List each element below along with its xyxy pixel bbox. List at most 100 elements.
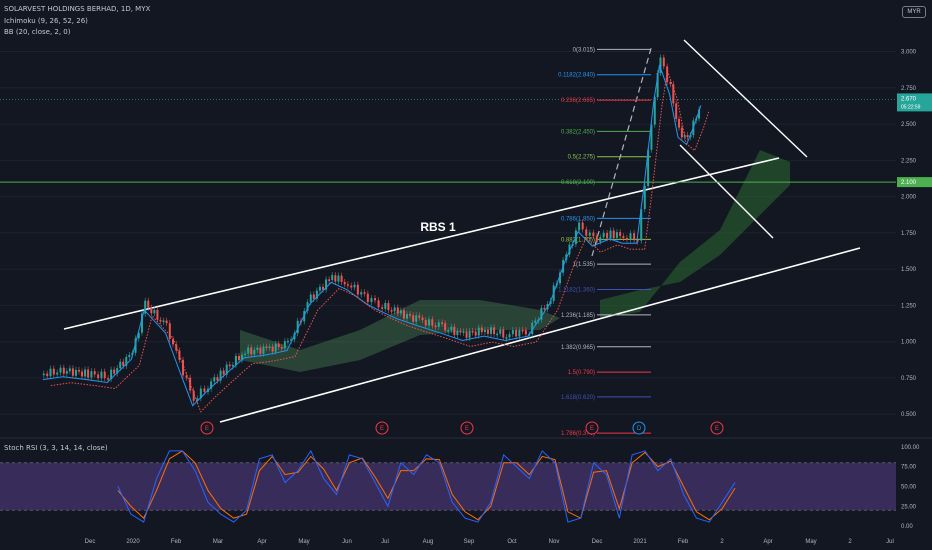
- candle-body: [659, 57, 662, 74]
- fib-level-label: 0.5(2.275): [568, 155, 595, 161]
- candle-body: [456, 330, 459, 336]
- earnings-marker-label: E: [380, 426, 384, 432]
- candle-body: [97, 374, 100, 379]
- candle-body: [402, 310, 405, 319]
- candle-body: [650, 124, 653, 150]
- candle-body: [428, 319, 431, 326]
- candle-body: [162, 320, 165, 323]
- candle-body: [346, 284, 349, 286]
- candle-body: [172, 339, 175, 345]
- time-axis-tick: Apr: [257, 539, 266, 545]
- candle-body: [585, 229, 588, 236]
- candle-body: [165, 320, 168, 324]
- price-axis-tick: 1.500: [901, 267, 917, 273]
- stoch-axis-tick: 75.00: [901, 465, 917, 471]
- candle-body: [256, 347, 259, 350]
- candle-body: [578, 222, 581, 231]
- wedge-upper-line: [683, 39, 808, 158]
- stoch-axis-tick: 100.00: [901, 445, 920, 451]
- candle-body: [588, 232, 591, 236]
- candle-body: [477, 327, 480, 336]
- candle-body: [107, 378, 110, 380]
- bollinger-legend[interactable]: BB (20, close, 2, 0): [4, 28, 71, 36]
- level-value: 2.100: [901, 180, 917, 186]
- candle-body: [280, 347, 283, 349]
- candle-body: [377, 300, 380, 308]
- wedge-lower-line: [679, 144, 774, 239]
- candle-body: [450, 326, 453, 331]
- candle-body: [609, 230, 612, 239]
- candle-body: [203, 388, 206, 392]
- candle-body: [247, 347, 250, 354]
- candle-body: [531, 322, 534, 335]
- time-axis-tick: Oct: [507, 539, 517, 545]
- candle-body: [150, 307, 153, 314]
- time-axis-tick: Dec: [85, 539, 96, 545]
- price-axis-tick: 1.250: [901, 303, 917, 309]
- earnings-marker: [200, 421, 214, 435]
- candle-body: [65, 371, 68, 374]
- candle-body: [653, 96, 656, 125]
- ichimoku-legend[interactable]: Ichimoku (9, 26, 52, 26): [4, 17, 88, 25]
- fib-level-label: 0.882(1.705): [561, 237, 595, 243]
- candle-body: [137, 332, 140, 339]
- candle-body: [599, 237, 602, 242]
- base-line: [50, 70, 710, 413]
- time-axis-tick: 2021: [633, 539, 647, 545]
- candle-body: [74, 369, 77, 376]
- candle-body: [90, 371, 93, 378]
- conversion-line: [42, 64, 702, 407]
- fib-level-label: 1(1.535): [573, 262, 595, 268]
- candle-body: [244, 353, 247, 356]
- time-axis-tick: Aug: [423, 539, 434, 545]
- candle-body: [213, 377, 216, 382]
- symbol-title: SOLARVEST HOLDINGS BERHAD, 1D, MYX: [4, 5, 151, 13]
- current-price-badge: [897, 93, 932, 112]
- stoch-band: [0, 462, 896, 511]
- candle-body: [116, 368, 119, 374]
- stoch-axis-tick: 50.00: [901, 485, 917, 491]
- channel-label: RBS 1: [420, 220, 456, 234]
- candle-body: [534, 320, 537, 323]
- candle-body: [406, 314, 409, 319]
- candle-body: [337, 275, 340, 282]
- candle-body: [100, 371, 103, 379]
- candle-body: [321, 286, 324, 290]
- candle-body: [237, 355, 240, 361]
- fib-level-label: 1.1182(1.360): [558, 287, 595, 293]
- candle-body: [581, 222, 584, 230]
- candle-body: [328, 279, 331, 281]
- candle-body: [606, 232, 609, 239]
- candle-body: [81, 371, 84, 377]
- candle-body: [274, 343, 277, 352]
- candle-body: [331, 275, 334, 280]
- candle-body: [499, 329, 502, 334]
- ichimoku-cloud-late: [600, 150, 790, 318]
- stoch-axis-tick: 0.00: [901, 524, 913, 530]
- candle-body: [633, 233, 636, 241]
- price-axis-tick: 1.750: [901, 231, 917, 237]
- candle-body: [480, 327, 483, 333]
- currency-badge[interactable]: MYR: [902, 6, 926, 18]
- candle-body: [253, 349, 256, 355]
- candle-body: [153, 309, 156, 314]
- candle-body: [87, 369, 90, 378]
- stoch-rsi-legend[interactable]: Stoch RSI (3, 3, 14, 14, close): [4, 444, 108, 452]
- candle-body: [656, 73, 659, 97]
- candle-body: [366, 293, 369, 303]
- price-axis-tick: 2.000: [901, 195, 917, 201]
- candle-body: [370, 298, 373, 303]
- candle-body: [185, 375, 188, 378]
- candle-body: [192, 390, 195, 401]
- candle-body: [219, 370, 222, 381]
- stoch-axis-tick: 25.00: [901, 504, 917, 510]
- candle-body: [493, 327, 496, 335]
- current-price-value: 2.670: [901, 96, 917, 102]
- stoch-k-line: [117, 449, 736, 523]
- candle-body: [595, 236, 598, 242]
- candle-body: [259, 347, 262, 354]
- fib-level-label: 1.382(0.965): [561, 345, 595, 351]
- candle-body: [144, 300, 147, 314]
